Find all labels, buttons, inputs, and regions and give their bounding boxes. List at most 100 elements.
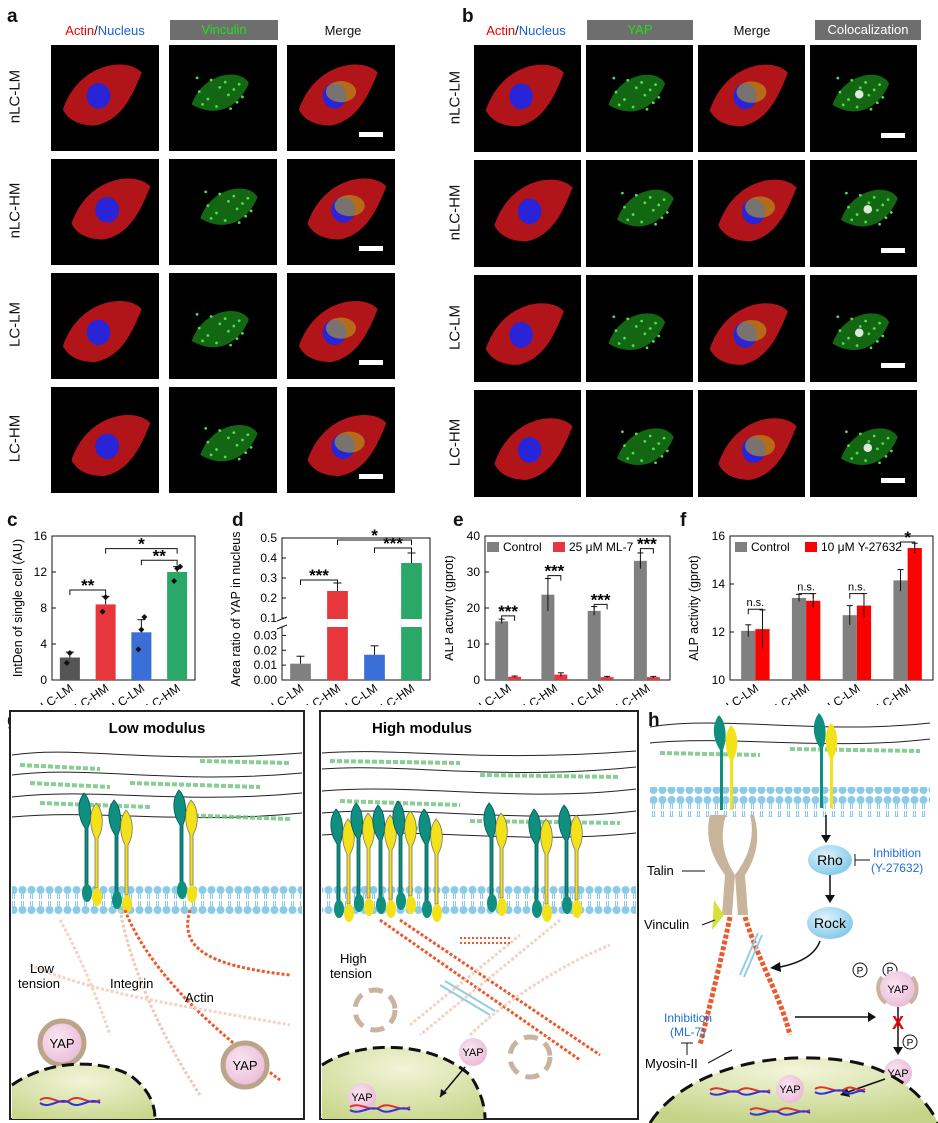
x-tick-label: LC-LM: [569, 681, 607, 705]
green-speck: [197, 90, 201, 94]
green-speck: [237, 457, 241, 461]
panel-b-header-yap: YAP: [587, 20, 693, 40]
micrograph-merge: [287, 273, 395, 379]
green-speck: [657, 442, 661, 445]
green-speck: [235, 443, 239, 447]
green-speck: [229, 343, 232, 347]
green-speck: [886, 436, 890, 440]
significance-bracket: [849, 593, 865, 599]
micrograph-merge: [698, 275, 805, 382]
g-low-text: Low: [30, 961, 54, 976]
scale-bar: [881, 133, 905, 138]
significance-bracket: [547, 575, 562, 581]
coloc-spot: [863, 443, 873, 453]
micrograph-actin: [51, 159, 159, 265]
green-speck: [640, 319, 644, 323]
green-speck: [645, 346, 649, 350]
bar: [856, 605, 872, 680]
h-rock: Rock: [814, 915, 847, 931]
green-speck: [645, 107, 649, 111]
green-speck: [872, 434, 876, 438]
green-speck: [836, 315, 840, 319]
cell-overlap: [736, 319, 767, 342]
green-speck: [876, 447, 879, 451]
legend-swatch: [487, 542, 499, 552]
panel-a-label: a: [7, 6, 18, 27]
g-high-tension-text: tension: [330, 966, 372, 981]
micrograph-merge: [287, 45, 395, 151]
axis-text: 0.00: [254, 673, 278, 687]
green-speck: [643, 332, 647, 336]
header-slash: /: [515, 23, 519, 38]
axis-text: 10: [467, 637, 481, 651]
axis-text: 8: [40, 601, 47, 615]
green-speck: [206, 97, 210, 101]
green-speck: [855, 451, 859, 455]
significance-stars: ***: [591, 590, 611, 609]
green-speck: [241, 438, 244, 442]
green-speck: [855, 105, 859, 109]
green-speck: [623, 444, 626, 448]
axis-break-mark: [276, 624, 288, 630]
green-speck: [223, 80, 227, 84]
green-speck: [612, 315, 616, 319]
x-tick-label: nLC-HM: [767, 681, 812, 705]
green-speck: [209, 315, 213, 318]
panel-b-header-colocalization: Colocalization: [815, 20, 921, 40]
green-speck: [640, 81, 644, 84]
bar: [554, 674, 568, 680]
significance-bracket: [300, 579, 338, 585]
green-speck: [244, 451, 248, 455]
green-speck: [652, 208, 655, 212]
legend-label: Control: [503, 540, 542, 554]
green-speck: [847, 336, 850, 340]
g-yap-right-2: YAP: [351, 1092, 372, 1104]
axis-text: 10: [712, 673, 726, 687]
green-speck: [654, 321, 657, 325]
green-speck: [654, 461, 657, 465]
green-speck: [844, 430, 848, 434]
green-speck: [662, 436, 666, 440]
h-inhib-y-drug: (Y-27632): [871, 861, 923, 875]
axis-break-gap: [277, 619, 287, 627]
micrograph-merge: [287, 159, 395, 265]
micrograph-merge: [287, 387, 395, 493]
green-speck: [206, 334, 210, 337]
green-speck: [640, 459, 644, 463]
h-inhib-y: Inhibition: [873, 846, 921, 860]
significance-stars: ***: [498, 602, 518, 621]
green-speck: [215, 341, 218, 345]
bar: [842, 615, 857, 680]
panel-f-label: f: [680, 510, 687, 531]
panel-g-diagram: Low modulus Low tension Integrin Actin Y…: [9, 710, 639, 1120]
micrograph-merge: [698, 390, 805, 497]
green-speck: [665, 449, 669, 453]
green-speck: [886, 198, 890, 201]
row-label-a: LC-LM: [6, 302, 24, 348]
cell-nucleus: [95, 197, 120, 223]
green-speck: [631, 105, 635, 109]
axis-text: 0.1: [260, 611, 277, 625]
green-speck: [241, 95, 244, 99]
cell-nucleus: [509, 322, 533, 348]
green-speck: [869, 346, 873, 350]
green-speck: [626, 317, 630, 321]
green-speck: [662, 198, 666, 201]
green-speck: [858, 193, 862, 197]
green-speck: [665, 211, 669, 214]
green-speck: [226, 93, 230, 97]
green-speck: [241, 332, 244, 335]
green-speck: [864, 81, 868, 84]
green-speck: [841, 342, 845, 345]
coloc-spot: [854, 328, 864, 338]
significance-bracket: [337, 539, 412, 545]
panel-b-header-actin-nucleus: Actin/Nucleus: [474, 23, 578, 38]
x-tick-label: LC-HM: [144, 681, 183, 705]
green-speck: [858, 324, 862, 328]
green-speck: [626, 218, 630, 222]
green-speck: [657, 96, 661, 99]
panel-h-label: h: [648, 710, 660, 731]
green-speck: [652, 101, 655, 105]
